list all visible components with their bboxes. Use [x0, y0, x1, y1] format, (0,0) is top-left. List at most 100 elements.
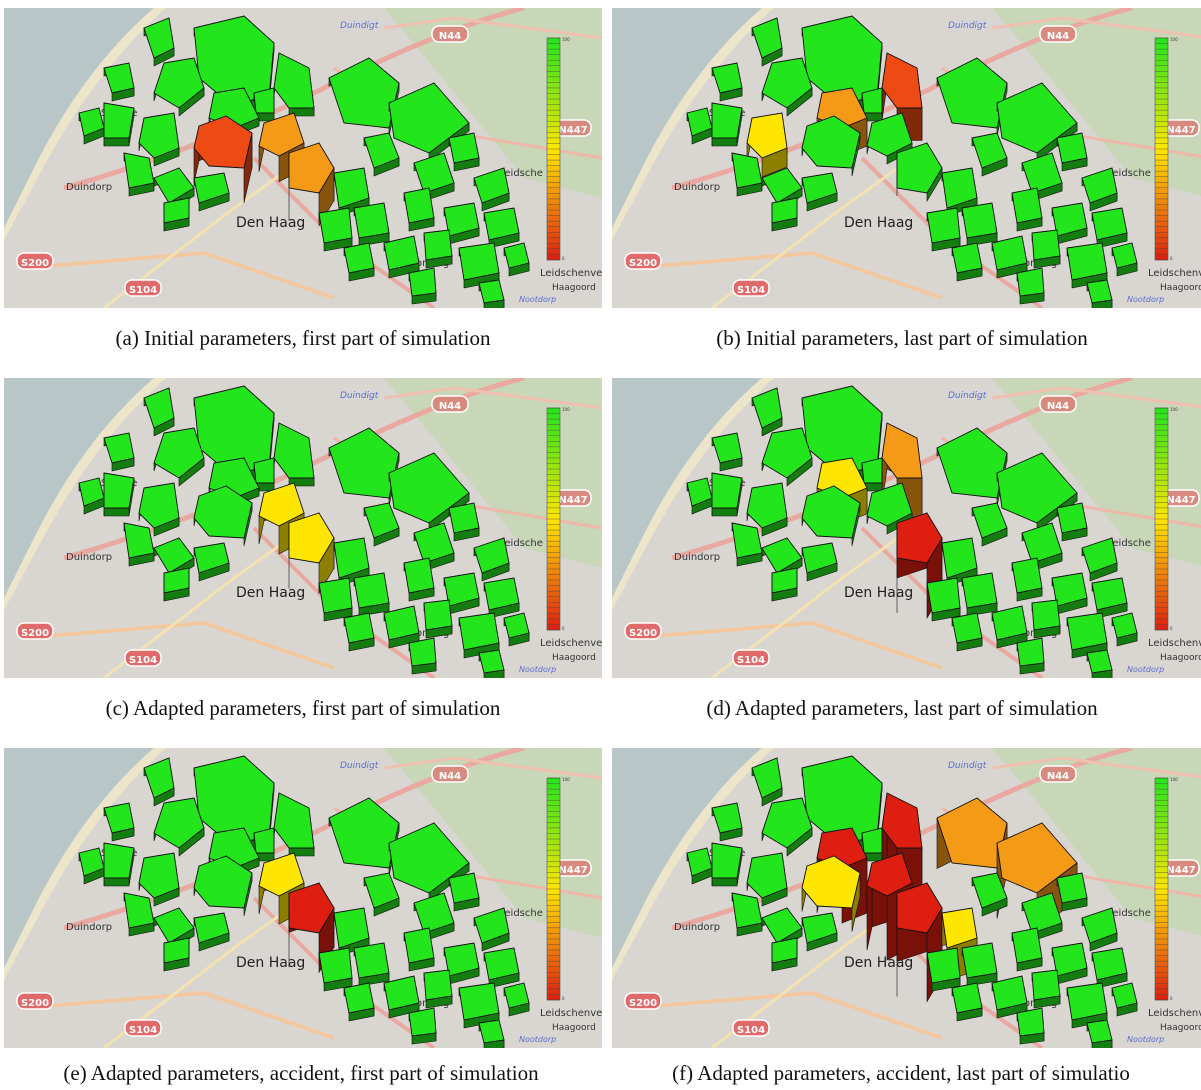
district [1056, 872, 1088, 912]
district [318, 947, 353, 992]
district [866, 112, 913, 165]
district [1051, 202, 1088, 245]
map-b: DuindigtScheveDuindorpDen HaagLeidscheor… [612, 8, 1201, 308]
colorbar: 100 0 [1154, 407, 1178, 631]
map-sea [612, 378, 762, 598]
district [363, 872, 400, 917]
panel-f: DuindigtScheveDuindorpDen HaagLeidscheor… [612, 748, 1201, 1048]
colorbar: 100 0 [546, 777, 570, 1001]
map-sea [612, 748, 762, 968]
district [423, 969, 453, 1009]
district [771, 567, 798, 602]
caption-e: (e) Adapted parameters, accident, first … [63, 1061, 539, 1085]
map-label-leidschendam: Leidsche [499, 908, 543, 919]
map-label-leidschendam: Leidsche [499, 538, 543, 549]
svg-text:S200: S200 [21, 998, 49, 1009]
colorbar-top-label: 100 [562, 407, 570, 412]
district [78, 107, 105, 145]
map-c: DuindigtScheveDuindorpDen HaagLeidscheor… [4, 378, 602, 678]
district [478, 279, 505, 308]
panel-c: DuindigtScheveDuindorpDen HaagLeidscheor… [4, 378, 602, 678]
district [193, 15, 275, 112]
caption-a: (a) Initial parameters, first part of si… [115, 326, 491, 350]
map-road [991, 16, 1201, 39]
district [153, 427, 205, 487]
district [896, 141, 943, 203]
colorbar-bottom-label: 0 [562, 626, 565, 631]
district [1056, 502, 1088, 542]
colorbar-bottom-label: 0 [562, 256, 565, 261]
district [1091, 947, 1128, 989]
district [138, 112, 180, 167]
district [801, 172, 838, 212]
map-a: DuindigtScheveDuindorpDen HaagLeidscheor… [4, 8, 602, 308]
road-shield-s104: S104 [732, 649, 770, 667]
caption-f: (f) Adapted parameters, accident, last p… [672, 1061, 1130, 1085]
road-shield-n44: N44 [431, 765, 469, 783]
map-label-den_haag: Den Haag [236, 585, 305, 601]
district [926, 947, 961, 992]
road-shield-s200: S200 [624, 992, 662, 1010]
road-shield-s104: S104 [124, 1019, 162, 1037]
svg-text:N447: N447 [558, 865, 587, 876]
district [458, 242, 500, 289]
district-highlight [193, 115, 253, 203]
district [443, 572, 480, 615]
caption-d: (d) Adapted parameters, last part of sim… [706, 696, 1098, 720]
map-label-duindorp: Duindorp [674, 552, 720, 563]
map-sea [612, 8, 762, 228]
district [746, 852, 788, 907]
road-shield-n447: N447 [1162, 859, 1200, 877]
district [1066, 612, 1108, 659]
district [996, 452, 1078, 532]
road-shield-s200: S200 [16, 252, 54, 270]
map-sea [4, 8, 154, 228]
road-shield-n447: N447 [554, 119, 592, 137]
district [951, 982, 983, 1022]
map-label-den_haag: Den Haag [236, 955, 305, 971]
district [503, 982, 530, 1017]
district [138, 852, 180, 907]
district [143, 17, 175, 67]
map-road [23, 620, 335, 670]
district [343, 982, 375, 1022]
district [273, 52, 315, 117]
svg-text:S200: S200 [629, 258, 657, 269]
district [1016, 637, 1045, 675]
district [1066, 242, 1108, 289]
district [408, 267, 437, 305]
district [1081, 907, 1118, 952]
district [78, 477, 105, 515]
district [801, 115, 861, 177]
district [503, 242, 530, 277]
map-label-leidschenveen: Leidschenve [1148, 1008, 1201, 1019]
colorbar-top-label: 100 [562, 37, 570, 42]
svg-text:S104: S104 [737, 655, 765, 666]
district [1031, 229, 1061, 269]
district [1086, 649, 1113, 678]
road-shield-n447: N447 [554, 489, 592, 507]
colorbar-top-label: 100 [1170, 37, 1178, 42]
map-label-den_haag: Den Haag [844, 955, 913, 971]
caption-c: (c) Adapted parameters, first part of si… [105, 696, 501, 720]
map-label-leidschenveen: Leidschenve [540, 1008, 602, 1019]
district [448, 132, 480, 172]
road-shield-s200: S200 [16, 622, 54, 640]
map-label-duindorp: Duindorp [66, 922, 112, 933]
colorbar-bottom-label: 0 [1170, 626, 1173, 631]
map-label-den_haag: Den Haag [844, 585, 913, 601]
district [711, 62, 743, 102]
district [1111, 982, 1138, 1017]
map-label-leidschendam: Leidsche [499, 168, 543, 179]
district [951, 242, 983, 282]
district [413, 522, 455, 572]
svg-text:S104: S104 [737, 1025, 765, 1036]
district [751, 757, 783, 807]
district [866, 482, 913, 535]
district [103, 842, 135, 887]
district [751, 17, 783, 67]
district [403, 187, 435, 232]
colorbar: 100 0 [1154, 37, 1178, 261]
map-label-leidschenveen: Leidschenve [540, 638, 602, 649]
svg-text:S200: S200 [21, 628, 49, 639]
